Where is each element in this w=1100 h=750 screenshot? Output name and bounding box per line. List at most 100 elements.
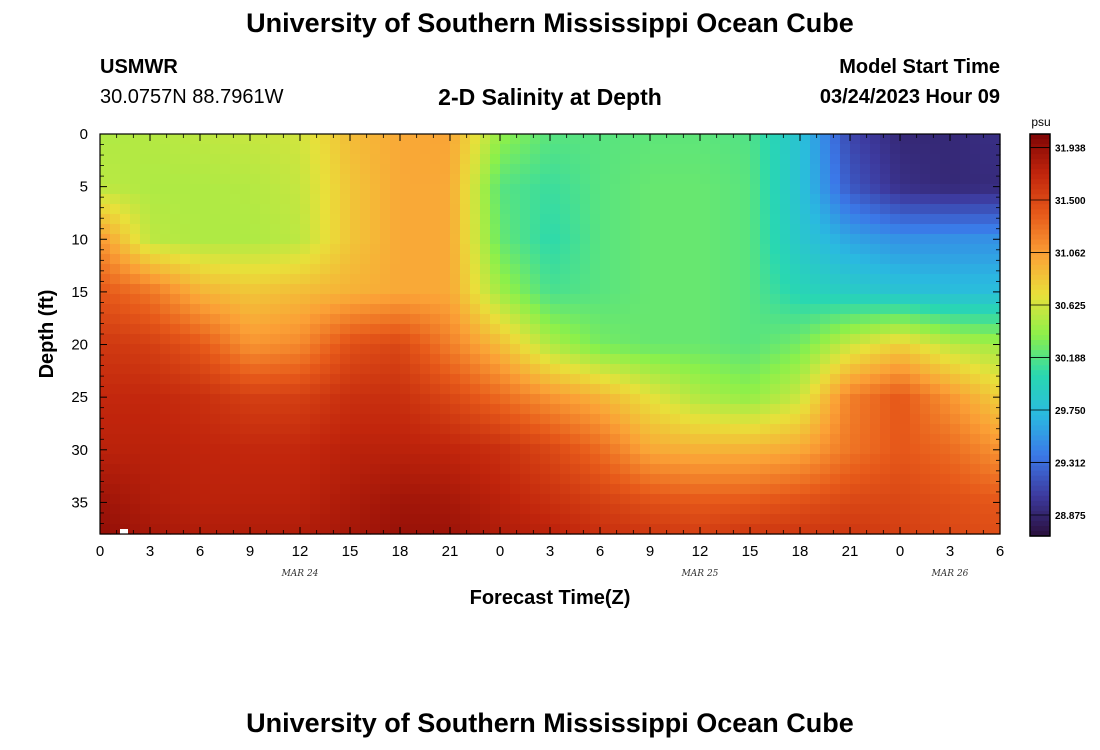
heatmap-cell — [930, 274, 941, 285]
heatmap-cell — [280, 344, 291, 355]
heatmap-cell — [970, 164, 981, 175]
heatmap-cell — [280, 154, 291, 165]
heatmap-cell — [570, 174, 581, 185]
y-tick-label: 15 — [71, 284, 88, 301]
heatmap-cell — [460, 524, 471, 535]
heatmap-cell — [630, 444, 641, 455]
heatmap-cell — [390, 494, 401, 505]
heatmap-cell — [120, 244, 131, 255]
heatmap-cell — [740, 204, 751, 215]
heatmap-cell — [930, 194, 941, 205]
heatmap-cell — [980, 194, 991, 205]
heatmap-cell — [230, 344, 241, 355]
heatmap-cell — [840, 514, 851, 525]
heatmap-cell — [480, 224, 491, 235]
heatmap-cell — [170, 484, 181, 495]
heatmap-cell — [160, 154, 171, 165]
heatmap-cell — [680, 214, 691, 225]
heatmap-cell — [380, 454, 391, 465]
heatmap-cell — [370, 154, 381, 165]
heatmap-cell — [240, 394, 251, 405]
heatmap-cell — [850, 324, 861, 335]
heatmap-cell — [740, 154, 751, 165]
heatmap-cell — [240, 154, 251, 165]
colorbar-frame — [1029, 133, 1051, 537]
y-tick-label: 10 — [71, 231, 88, 248]
heatmap-cell — [230, 494, 241, 505]
heatmap-cell — [210, 174, 221, 185]
heatmap-cell — [550, 484, 561, 495]
heatmap-cell — [540, 384, 551, 395]
heatmap-cell — [760, 144, 771, 155]
heatmap-cell — [680, 494, 691, 505]
heatmap-cell — [220, 234, 231, 245]
heatmap-cell — [580, 154, 591, 165]
heatmap-cell — [820, 424, 831, 435]
heatmap-cell — [650, 484, 661, 495]
heatmap-cell — [180, 164, 191, 175]
heatmap-cell — [740, 324, 751, 335]
heatmap-cell — [500, 434, 511, 445]
heatmap-cell — [220, 434, 231, 445]
heatmap-cell — [400, 424, 411, 435]
heatmap-cell — [910, 204, 921, 215]
heatmap-cell — [920, 274, 931, 285]
heatmap-cell — [900, 474, 911, 485]
heatmap-cell — [430, 394, 441, 405]
heatmap-cell — [680, 384, 691, 395]
heatmap-cell — [640, 334, 651, 345]
heatmap-cell — [370, 384, 381, 395]
heatmap-cell — [240, 244, 251, 255]
heatmap-cell — [790, 484, 801, 495]
heatmap-cell — [340, 234, 351, 245]
colorbar-segment — [1030, 345, 1050, 351]
heatmap-cell — [200, 374, 211, 385]
heatmap-cell — [200, 224, 211, 235]
heatmap-cell — [750, 284, 761, 295]
heatmap-cell — [380, 264, 391, 275]
heatmap-cell — [650, 154, 661, 165]
heatmap-cell — [270, 334, 281, 345]
heatmap-cell — [190, 214, 201, 225]
heatmap-cell — [990, 264, 1001, 275]
heatmap-cell — [570, 474, 581, 485]
heatmap-cell — [980, 234, 991, 245]
heatmap-cell — [640, 294, 651, 305]
heatmap-cell — [570, 454, 581, 465]
heatmap-cell — [620, 414, 631, 425]
heatmap-cell — [710, 134, 721, 145]
heatmap-cell — [760, 224, 771, 235]
heatmap-cell — [780, 344, 791, 355]
heatmap-cell — [690, 164, 701, 175]
heatmap-cell — [550, 224, 561, 235]
heatmap-cell — [640, 274, 651, 285]
heatmap-cell — [420, 284, 431, 295]
heatmap-cell — [690, 414, 701, 425]
heatmap-cell — [150, 354, 161, 365]
heatmap-cell — [310, 474, 321, 485]
heatmap-cell — [770, 334, 781, 345]
heatmap-cell — [460, 264, 471, 275]
heatmap-cell — [780, 364, 791, 375]
heatmap-cell — [970, 444, 981, 455]
heatmap-cell — [880, 454, 891, 465]
heatmap-cell — [410, 234, 421, 245]
heatmap-cell — [680, 314, 691, 325]
heatmap-cell — [470, 384, 481, 395]
heatmap-cell — [650, 164, 661, 175]
heatmap-cell — [270, 134, 281, 145]
heatmap-cell — [810, 414, 821, 425]
heatmap-cell — [540, 154, 551, 165]
heatmap-cell — [870, 374, 881, 385]
heatmap-cell — [400, 464, 411, 475]
heatmap-cell — [670, 374, 681, 385]
heatmap-cell — [330, 424, 341, 435]
heatmap-cell — [390, 394, 401, 405]
heatmap-cell — [810, 204, 821, 215]
heatmap-cell — [140, 244, 151, 255]
heatmap-cell — [660, 214, 671, 225]
heatmap-cell — [260, 484, 271, 495]
heatmap-cell — [900, 464, 911, 475]
heatmap-cell — [830, 214, 841, 225]
heatmap-cell — [480, 134, 491, 145]
